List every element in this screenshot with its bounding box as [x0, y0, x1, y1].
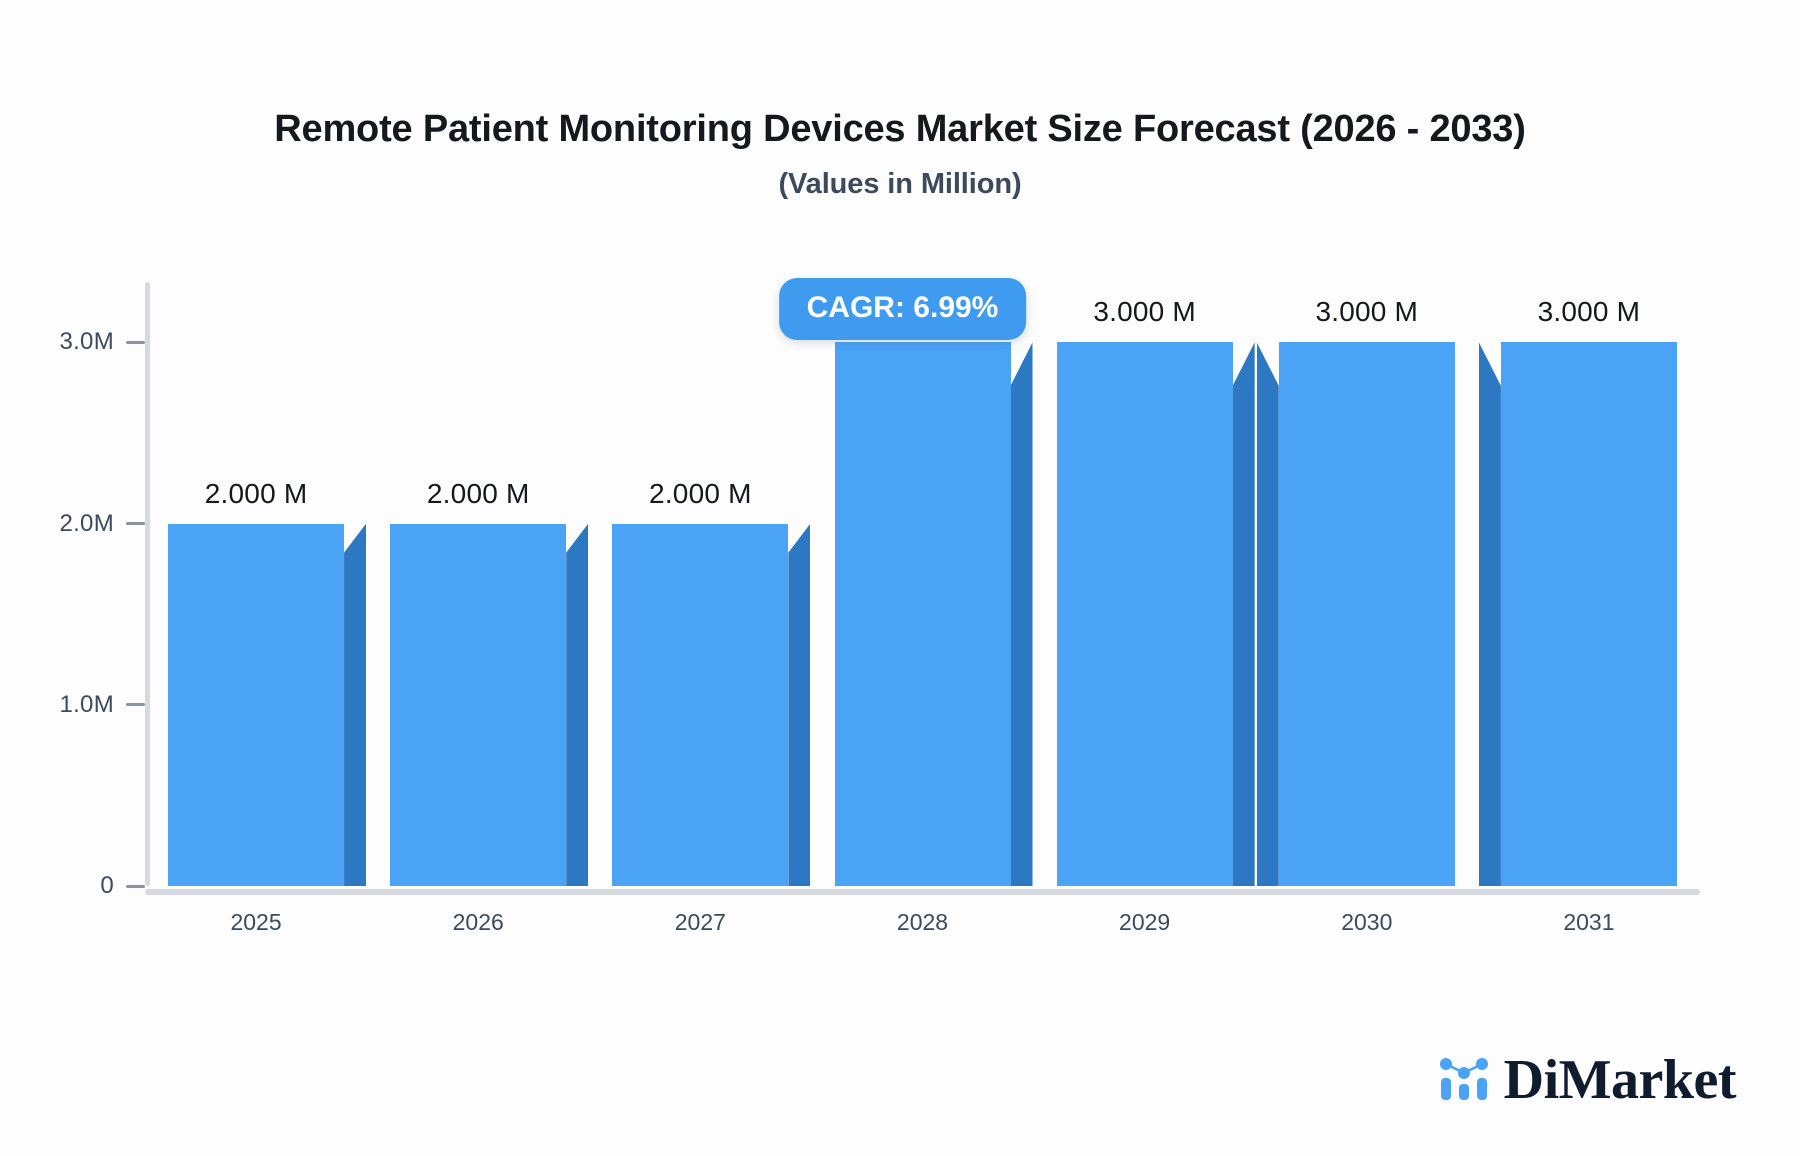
bar-side-face: [1256, 342, 1279, 886]
brand-logo: DiMarket: [1438, 1049, 1737, 1111]
y-tick-label: 0: [100, 872, 114, 899]
bar-2030[interactable]: 3.000 M 2030: [1256, 296, 1455, 935]
y-axis-line: [145, 282, 150, 886]
x-tick-label-2031: 2031: [1563, 909, 1615, 935]
x-tick-label-2030: 2030: [1341, 909, 1393, 935]
bar-chart-dots-icon: [1438, 1053, 1490, 1108]
chart-title: Remote Patient Monitoring Devices Market…: [274, 108, 1526, 150]
x-tick-label-2029: 2029: [1119, 909, 1171, 935]
x-tick-label-2026: 2026: [452, 909, 504, 935]
y-tick-1.0M: 1.0M: [59, 691, 145, 719]
bar-2027[interactable]: 2.000 M 2027: [612, 478, 811, 935]
logo-wordmark: DiMarket: [1503, 1049, 1737, 1111]
y-tick-2.0M: 2.0M: [59, 510, 145, 538]
bar-front-face: [1056, 342, 1233, 886]
bar-2025[interactable]: 2.000 M 2025: [168, 478, 367, 935]
chart-subtitle: (Values in Million): [778, 167, 1022, 200]
bar-side-face: [1010, 342, 1033, 886]
y-tick-label: 1.0M: [59, 690, 114, 718]
y-tick-0: 0: [100, 872, 145, 900]
x-tick-label-2027: 2027: [674, 909, 726, 935]
bar-value-label: 3.000 M: [1093, 296, 1196, 328]
bar-value-label: 3.000 M: [1315, 296, 1419, 328]
bar-series: 2.000 M 2025 2.000 M 2026 2.000 M 2027 2028 3.0…: [145, 288, 1700, 935]
y-tick-label: 2.0M: [59, 509, 114, 537]
bar-2031[interactable]: 3.000 M 2031: [1478, 296, 1677, 935]
y-tick-mark: [126, 522, 145, 526]
bar-side-face: [344, 523, 367, 886]
x-axis-line: [145, 889, 1700, 895]
bar-front-face: [1500, 342, 1677, 886]
y-tick-mark: [126, 884, 145, 888]
bar-front-face: [390, 523, 567, 886]
bar-value-label: 3.000 M: [1537, 296, 1641, 328]
y-tick-mark: [126, 703, 145, 707]
bar-2026[interactable]: 2.000 M 2026: [390, 478, 589, 935]
y-tick-3.0M: 3.0M: [59, 328, 145, 356]
bar-side-face: [1232, 342, 1255, 886]
bar-2029[interactable]: 3.000 M 2029: [1056, 296, 1255, 935]
bar-front-face: [168, 523, 345, 886]
cagr-badge[interactable]: CAGR: 6.99%: [778, 278, 1027, 341]
bar-front-face: [612, 523, 789, 886]
x-tick-label-2025: 2025: [230, 909, 282, 935]
bar-2028[interactable]: 2028: [834, 342, 1033, 935]
y-tick-mark: [126, 340, 145, 344]
bar-side-face: [566, 523, 589, 886]
plot-area: 0 1.0M 2.0M 3.0M 2.000 M 2025 2.000 M 2026 2.00…: [59, 278, 1700, 935]
bar-front-face: [1278, 342, 1455, 886]
bar-value-label: 2.000 M: [426, 477, 530, 509]
chart-header: Remote Patient Monitoring Devices Market…: [0, 108, 1800, 201]
bar-front-face: [834, 342, 1011, 886]
x-tick-label-2028: 2028: [896, 909, 949, 935]
bar-value-label: 2.000 M: [649, 477, 752, 509]
bar-side-face: [788, 523, 811, 886]
bar-value-label: 2.000 M: [204, 477, 308, 509]
bar-side-face: [1478, 342, 1501, 886]
y-tick-label: 3.0M: [59, 328, 114, 356]
